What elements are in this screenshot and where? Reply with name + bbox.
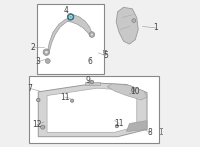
Bar xyxy=(29,76,159,143)
Polygon shape xyxy=(85,82,100,85)
Circle shape xyxy=(132,19,136,22)
Polygon shape xyxy=(47,88,137,132)
Text: 7: 7 xyxy=(27,84,32,93)
Text: 11: 11 xyxy=(60,92,69,102)
Circle shape xyxy=(103,51,106,53)
Circle shape xyxy=(89,32,95,37)
Text: 12: 12 xyxy=(32,120,42,130)
Circle shape xyxy=(70,99,74,102)
Text: 9: 9 xyxy=(86,76,91,85)
Circle shape xyxy=(41,125,45,129)
Text: 3: 3 xyxy=(36,57,41,66)
Polygon shape xyxy=(107,84,147,100)
Polygon shape xyxy=(48,18,71,50)
Text: 11: 11 xyxy=(114,119,124,128)
Circle shape xyxy=(67,14,74,20)
Circle shape xyxy=(90,33,93,36)
Text: 4: 4 xyxy=(64,6,69,15)
Text: 5: 5 xyxy=(103,51,108,60)
Text: 8: 8 xyxy=(148,128,152,137)
Text: 2: 2 xyxy=(30,42,35,52)
Circle shape xyxy=(36,98,40,102)
Text: 10: 10 xyxy=(130,87,140,96)
Polygon shape xyxy=(116,7,138,44)
Circle shape xyxy=(44,50,48,54)
Circle shape xyxy=(43,49,50,55)
Circle shape xyxy=(45,59,50,63)
Circle shape xyxy=(90,80,94,84)
Polygon shape xyxy=(67,15,92,36)
Text: 1: 1 xyxy=(153,23,158,32)
Circle shape xyxy=(131,88,135,92)
Circle shape xyxy=(69,15,72,19)
Bar xyxy=(41,126,45,128)
Polygon shape xyxy=(38,83,147,137)
Polygon shape xyxy=(126,121,147,132)
Circle shape xyxy=(115,125,119,128)
Text: 6: 6 xyxy=(87,57,92,66)
Bar xyxy=(37,4,104,73)
